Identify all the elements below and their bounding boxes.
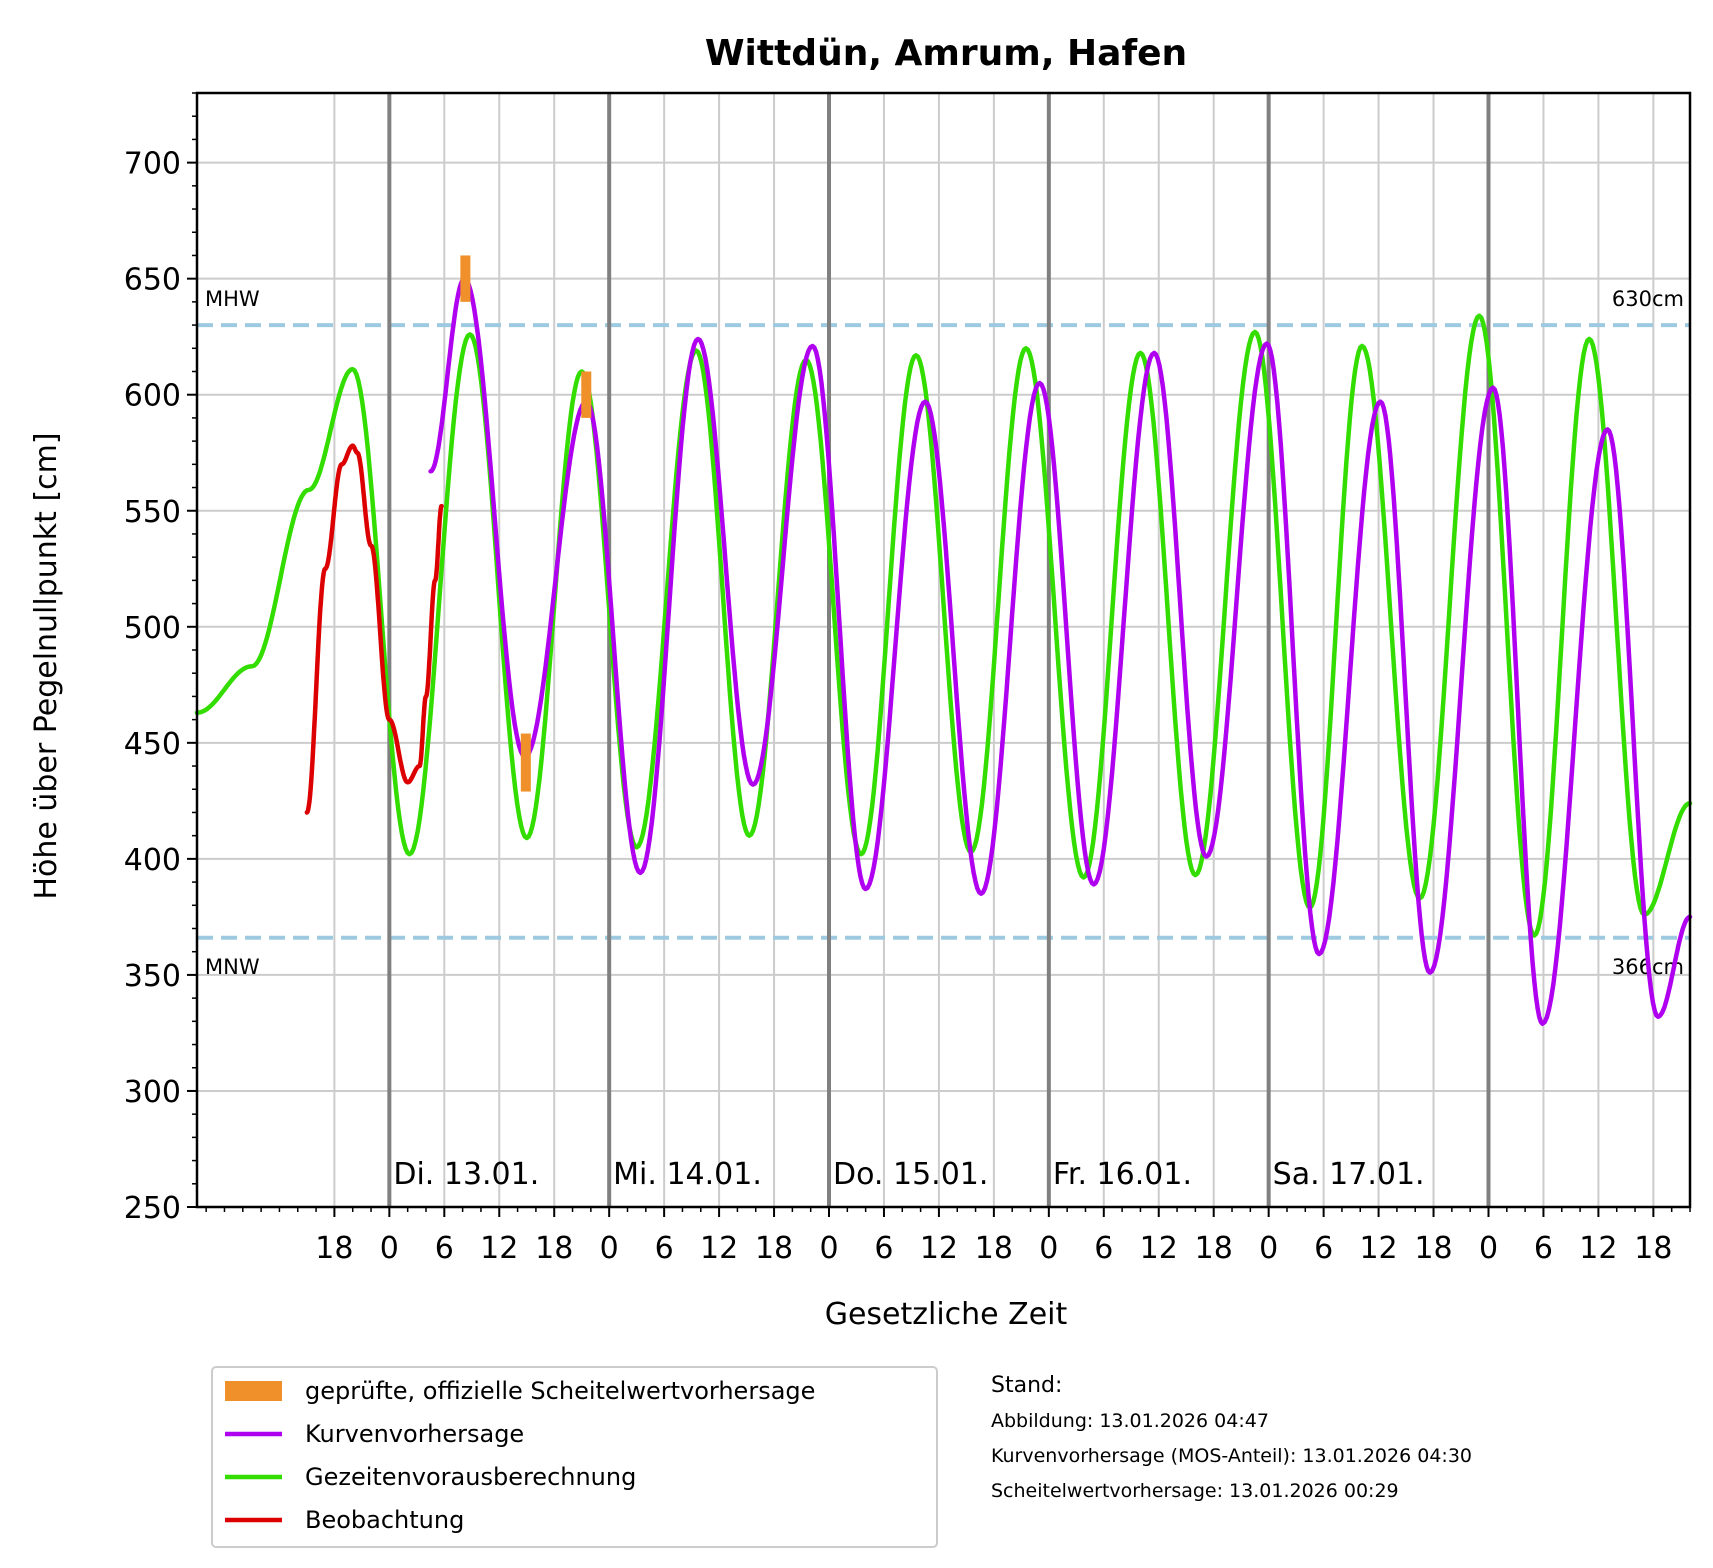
y-tick-label: 700 (124, 147, 181, 182)
legend: geprüfte, offizielle Scheitelwertvorhers… (211, 1366, 938, 1548)
x-tick-label: 6 (1314, 1231, 1333, 1266)
scheitelwert-mark (520, 733, 531, 792)
stand-info: Stand: Abbildung: 13.01.2026 04:47 Kurve… (991, 1373, 1472, 1502)
legend-frame (211, 1366, 938, 1548)
x-tick-label: 6 (874, 1231, 893, 1266)
y-tick-label: 600 (124, 379, 181, 414)
x-tick-label: 6 (655, 1231, 674, 1266)
grid-layer (197, 93, 1690, 1208)
x-tick-label: 18 (755, 1231, 793, 1266)
x-tick-label: 6 (1534, 1231, 1553, 1266)
legend-label: Beobachtung (305, 1506, 464, 1534)
y-tick-label: 500 (124, 611, 181, 646)
y-tick-label: 400 (124, 843, 181, 878)
series-gezeitenvorausberechnung (194, 313, 1693, 938)
ref-name-mhw: MHW (205, 287, 260, 311)
y-tick-label: 450 (124, 727, 181, 762)
day-separator-lines: Di. 13.01. Mi. 14.01. Do. 15.01. Fr. 16.01.… (387, 93, 1491, 1207)
x-tick-label: 12 (700, 1231, 738, 1266)
x-tick-label: 0 (1039, 1231, 1058, 1266)
x-tick-label: 0 (1479, 1231, 1498, 1266)
stand-line-kurvenvorhersage: Kurvenvorhersage (MOS-Anteil): 13.01.202… (991, 1445, 1472, 1467)
x-tick-label: 12 (1359, 1231, 1397, 1266)
x-tick-label: 12 (1140, 1231, 1178, 1266)
plot-frame (195, 91, 1692, 1209)
y-axis-label: Höhe über Pegelnullpunkt [cm] (29, 432, 64, 899)
x-axis-label: Gesetzliche Zeit (825, 1297, 1068, 1332)
x-tick-label: 18 (975, 1231, 1013, 1266)
ref-name-mnw: MNW (205, 955, 260, 979)
x-tick-label: 0 (819, 1231, 838, 1266)
series-kurvenvorhersage (428, 276, 1693, 1026)
day-label: Di. 13.01. (393, 1157, 539, 1192)
series-layer (194, 255, 1693, 1026)
legend-label: Kurvenvorhersage (305, 1420, 524, 1448)
stand-heading: Stand: (991, 1373, 1062, 1398)
day-label: Mi. 14.01. (613, 1157, 762, 1192)
x-tick-label: 0 (380, 1231, 399, 1266)
y-tick-label: 350 (124, 959, 181, 994)
x-tick-label: 0 (1259, 1231, 1278, 1266)
x-tick-label: 12 (480, 1231, 518, 1266)
series-beobachtung (304, 443, 444, 815)
stand-line-scheitelwert: Scheitelwertvorhersage: 13.01.2026 00:29 (991, 1480, 1399, 1502)
ref-value-mhw: 630cm (1612, 287, 1684, 311)
y-tick-label: 550 (124, 495, 181, 530)
legend-label: geprüfte, offizielle Scheitelwertvorhers… (305, 1377, 815, 1405)
day-label: Do. 15.01. (833, 1157, 988, 1192)
day-label: Sa. 17.01. (1273, 1157, 1425, 1192)
legend-label: Gezeitenvorausberechnung (305, 1463, 636, 1491)
chart-title: Wittdün, Amrum, Hafen (705, 33, 1187, 74)
x-tick-label: 18 (535, 1231, 573, 1266)
scheitelwert-mark (460, 255, 471, 302)
x-tick-label: 18 (1195, 1231, 1233, 1266)
x-tick-label: 18 (1414, 1231, 1452, 1266)
x-tick-label: 12 (920, 1231, 958, 1266)
x-tick-label: 12 (1579, 1231, 1617, 1266)
x-tick-label: 18 (315, 1231, 353, 1266)
y-tick-label: 300 (124, 1075, 181, 1110)
x-tick-label: 6 (1094, 1231, 1113, 1266)
stand-line-abbildung: Abbildung: 13.01.2026 04:47 (991, 1410, 1269, 1432)
x-tick-label: 6 (435, 1231, 454, 1266)
y-tick-label: 650 (124, 263, 181, 298)
y-tick-label: 250 (124, 1191, 181, 1226)
x-tick-label: 0 (600, 1231, 619, 1266)
scheitelwert-mark (581, 371, 592, 418)
day-label: Fr. 16.01. (1053, 1157, 1192, 1192)
x-tick-label: 18 (1634, 1231, 1672, 1266)
legend-swatch-patch (225, 1381, 282, 1401)
